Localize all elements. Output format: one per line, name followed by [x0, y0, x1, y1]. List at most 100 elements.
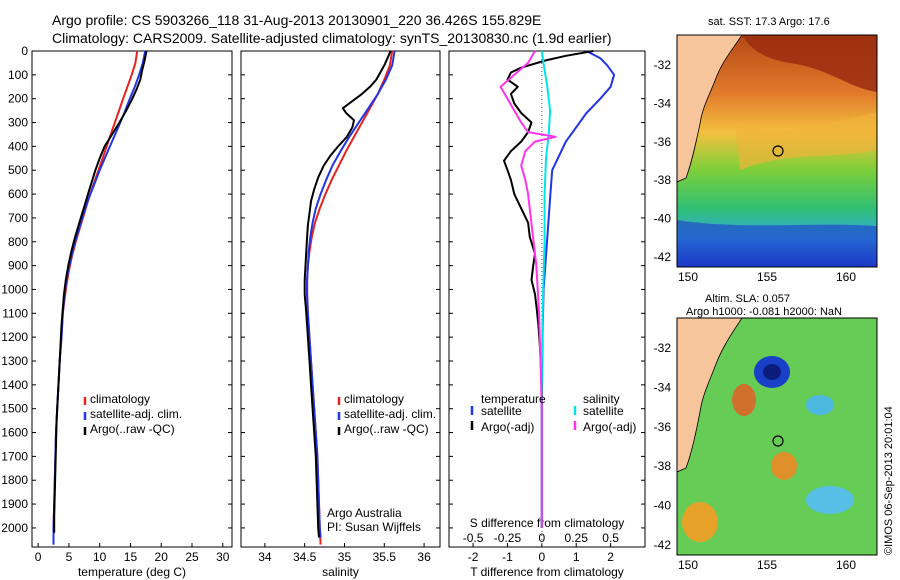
- map-lon-label: 160: [836, 270, 856, 284]
- depth-tick-label: 300: [8, 116, 28, 130]
- x-tick-label: -2: [468, 550, 479, 564]
- depth-tick-label: 2000: [1, 521, 28, 535]
- series-line-temperature-satellite: [540, 50, 616, 528]
- plot-frame: [31, 50, 233, 548]
- x2-tick-label: 0.5: [602, 531, 619, 545]
- map-lat-label: -42: [654, 250, 672, 264]
- depth-tick-label: 1400: [1, 378, 28, 392]
- sla-eddy-warm: [732, 384, 756, 416]
- sla-map-title-1: Altim. SLA: 0.057: [705, 293, 790, 305]
- depth-tick-label: 1300: [1, 354, 28, 368]
- x-tick-label: 30: [216, 550, 230, 564]
- series-line-climatology: [306, 50, 394, 545]
- depth-tick-label: 0: [21, 44, 28, 58]
- sla-eddy-warm-2: [771, 452, 797, 480]
- difference-legend: temperature salinity satellite Argo(-adj…: [470, 392, 636, 434]
- x2-tick-label: 0: [538, 531, 545, 545]
- plot-frame: [448, 50, 646, 548]
- salinity-panel: 34 34.5 35 35.5 36 salinity: [240, 50, 441, 579]
- map-lat-label: -40: [654, 212, 672, 226]
- map-lat-label: -34: [654, 96, 672, 110]
- x-tick-label: 34.5: [293, 550, 317, 564]
- map-lat-label: -38: [654, 459, 672, 473]
- depth-tick-label: 1900: [1, 497, 28, 511]
- depth-tick-label: 1600: [1, 426, 28, 440]
- x-tick-label: 10: [93, 550, 107, 564]
- x-axis-label: T difference from climatology: [470, 565, 624, 579]
- series-line-salinity-argo-adj: [499, 50, 557, 528]
- map-lat-label: -32: [654, 58, 672, 72]
- x-tick-label: 25: [185, 550, 199, 564]
- x2-tick-label: 0.25: [565, 531, 589, 545]
- x-axis-label: salinity: [322, 565, 359, 579]
- depth-tick-label: 200: [8, 92, 28, 106]
- legend-label-s-satellite: satellite: [583, 404, 624, 418]
- depth-tick-label: 500: [8, 163, 28, 177]
- x2-axis-label: S difference from climatology: [470, 516, 625, 530]
- sst-front: [735, 112, 877, 170]
- sla-map-frame: [676, 317, 878, 556]
- series-line-satellite-adj-clim: [306, 50, 396, 538]
- sla-eddy-cold-core: [763, 364, 781, 380]
- series-line-salinity-satellite: [540, 50, 552, 528]
- x-tick-label: 0: [35, 550, 42, 564]
- sla-eddy-warm-3: [682, 502, 718, 542]
- sst-map-frame: [676, 34, 878, 268]
- legend-label-argo: Argo(..raw -QC): [344, 422, 429, 436]
- sst-argo-location-marker: [772, 145, 784, 157]
- map-lat-label: -34: [654, 380, 672, 394]
- x-tick-label: 0: [538, 550, 545, 564]
- map-lat-label: -36: [654, 420, 672, 434]
- sst-map: [677, 35, 877, 267]
- temperature-panel: 0100200300400500600700800900100011001200…: [1, 44, 233, 579]
- plot-frame: [240, 50, 441, 548]
- x-tick-label: 35: [338, 550, 352, 564]
- difference-panel: -2 -1 0 1 2 -0.5 -0.25 0 0.25 0.5S difference fro…: [448, 50, 646, 579]
- x-axis-label: temperature (deg C): [78, 565, 186, 579]
- legend-label-climatology: climatology: [344, 392, 404, 406]
- sla-argo-location-marker: [772, 435, 784, 447]
- map-tick-labels: -32 -34 -36 -38 -40 -42 150 155 160 -32 -34 -36 -38 -…: [654, 58, 857, 572]
- depth-tick-label: 100: [8, 68, 28, 82]
- sla-map-title-2: Argo h1000: -0.081 h2000: NaN: [686, 306, 842, 318]
- map-lon-label: 160: [836, 558, 856, 572]
- x-tick-label: 5: [66, 550, 73, 564]
- depth-tick-label: 1000: [1, 282, 28, 296]
- land-australia: [677, 318, 743, 473]
- depth-tick-label: 400: [8, 139, 28, 153]
- sst-map-title: sat. SST: 17.3 Argo: 17.6: [708, 16, 830, 28]
- sst-cold-band: [677, 220, 877, 267]
- legend-label-satellite: satellite-adj. clim.: [90, 407, 182, 421]
- title-line-1: Argo profile: CS 5903266_118 31-Aug-2013…: [52, 12, 541, 28]
- map-lon-label: 150: [678, 558, 698, 572]
- org-label: Argo Australia: [327, 506, 402, 520]
- land-australia: [677, 35, 743, 183]
- title-line-2: Climatology: CARS2009. Satellite-adjuste…: [52, 30, 612, 46]
- x-tick-label: 1: [573, 550, 580, 564]
- map-lat-label: -42: [654, 538, 672, 552]
- legend-label-s-argo: Argo(-adj): [583, 420, 636, 434]
- depth-tick-label: 700: [8, 211, 28, 225]
- x-tick-label: 34: [258, 550, 272, 564]
- depth-tick-label: 800: [8, 235, 28, 249]
- sla-eddy-cold-2: [806, 486, 854, 514]
- depth-tick-label: 1700: [1, 449, 28, 463]
- series-line-temperature-argo-adj: [503, 50, 594, 528]
- map-lon-label: 155: [757, 558, 777, 572]
- map-lat-label: -32: [654, 341, 672, 355]
- pi-label: PI: Susan Wijffels: [327, 520, 421, 534]
- map-lat-label: -38: [654, 173, 672, 187]
- depth-tick-label: 1100: [2, 306, 28, 320]
- series-line-argo-raw-qc: [303, 50, 392, 538]
- depth-tick-label: 1800: [1, 473, 28, 487]
- x-tick-label: 20: [155, 550, 169, 564]
- legend-label-argo: Argo(..raw -QC): [90, 422, 175, 436]
- x-tick-label: 35.5: [373, 550, 397, 564]
- x2-tick-label: -0.5: [463, 531, 484, 545]
- depth-tick-label: 600: [8, 187, 28, 201]
- depth-tick-label: 1200: [1, 330, 28, 344]
- series-line-argo-raw-qc: [53, 50, 148, 533]
- x2-tick-label: -0.25: [494, 531, 522, 545]
- temperature-legend: climatology satellite-adj. clim. Argo(..…: [83, 392, 182, 436]
